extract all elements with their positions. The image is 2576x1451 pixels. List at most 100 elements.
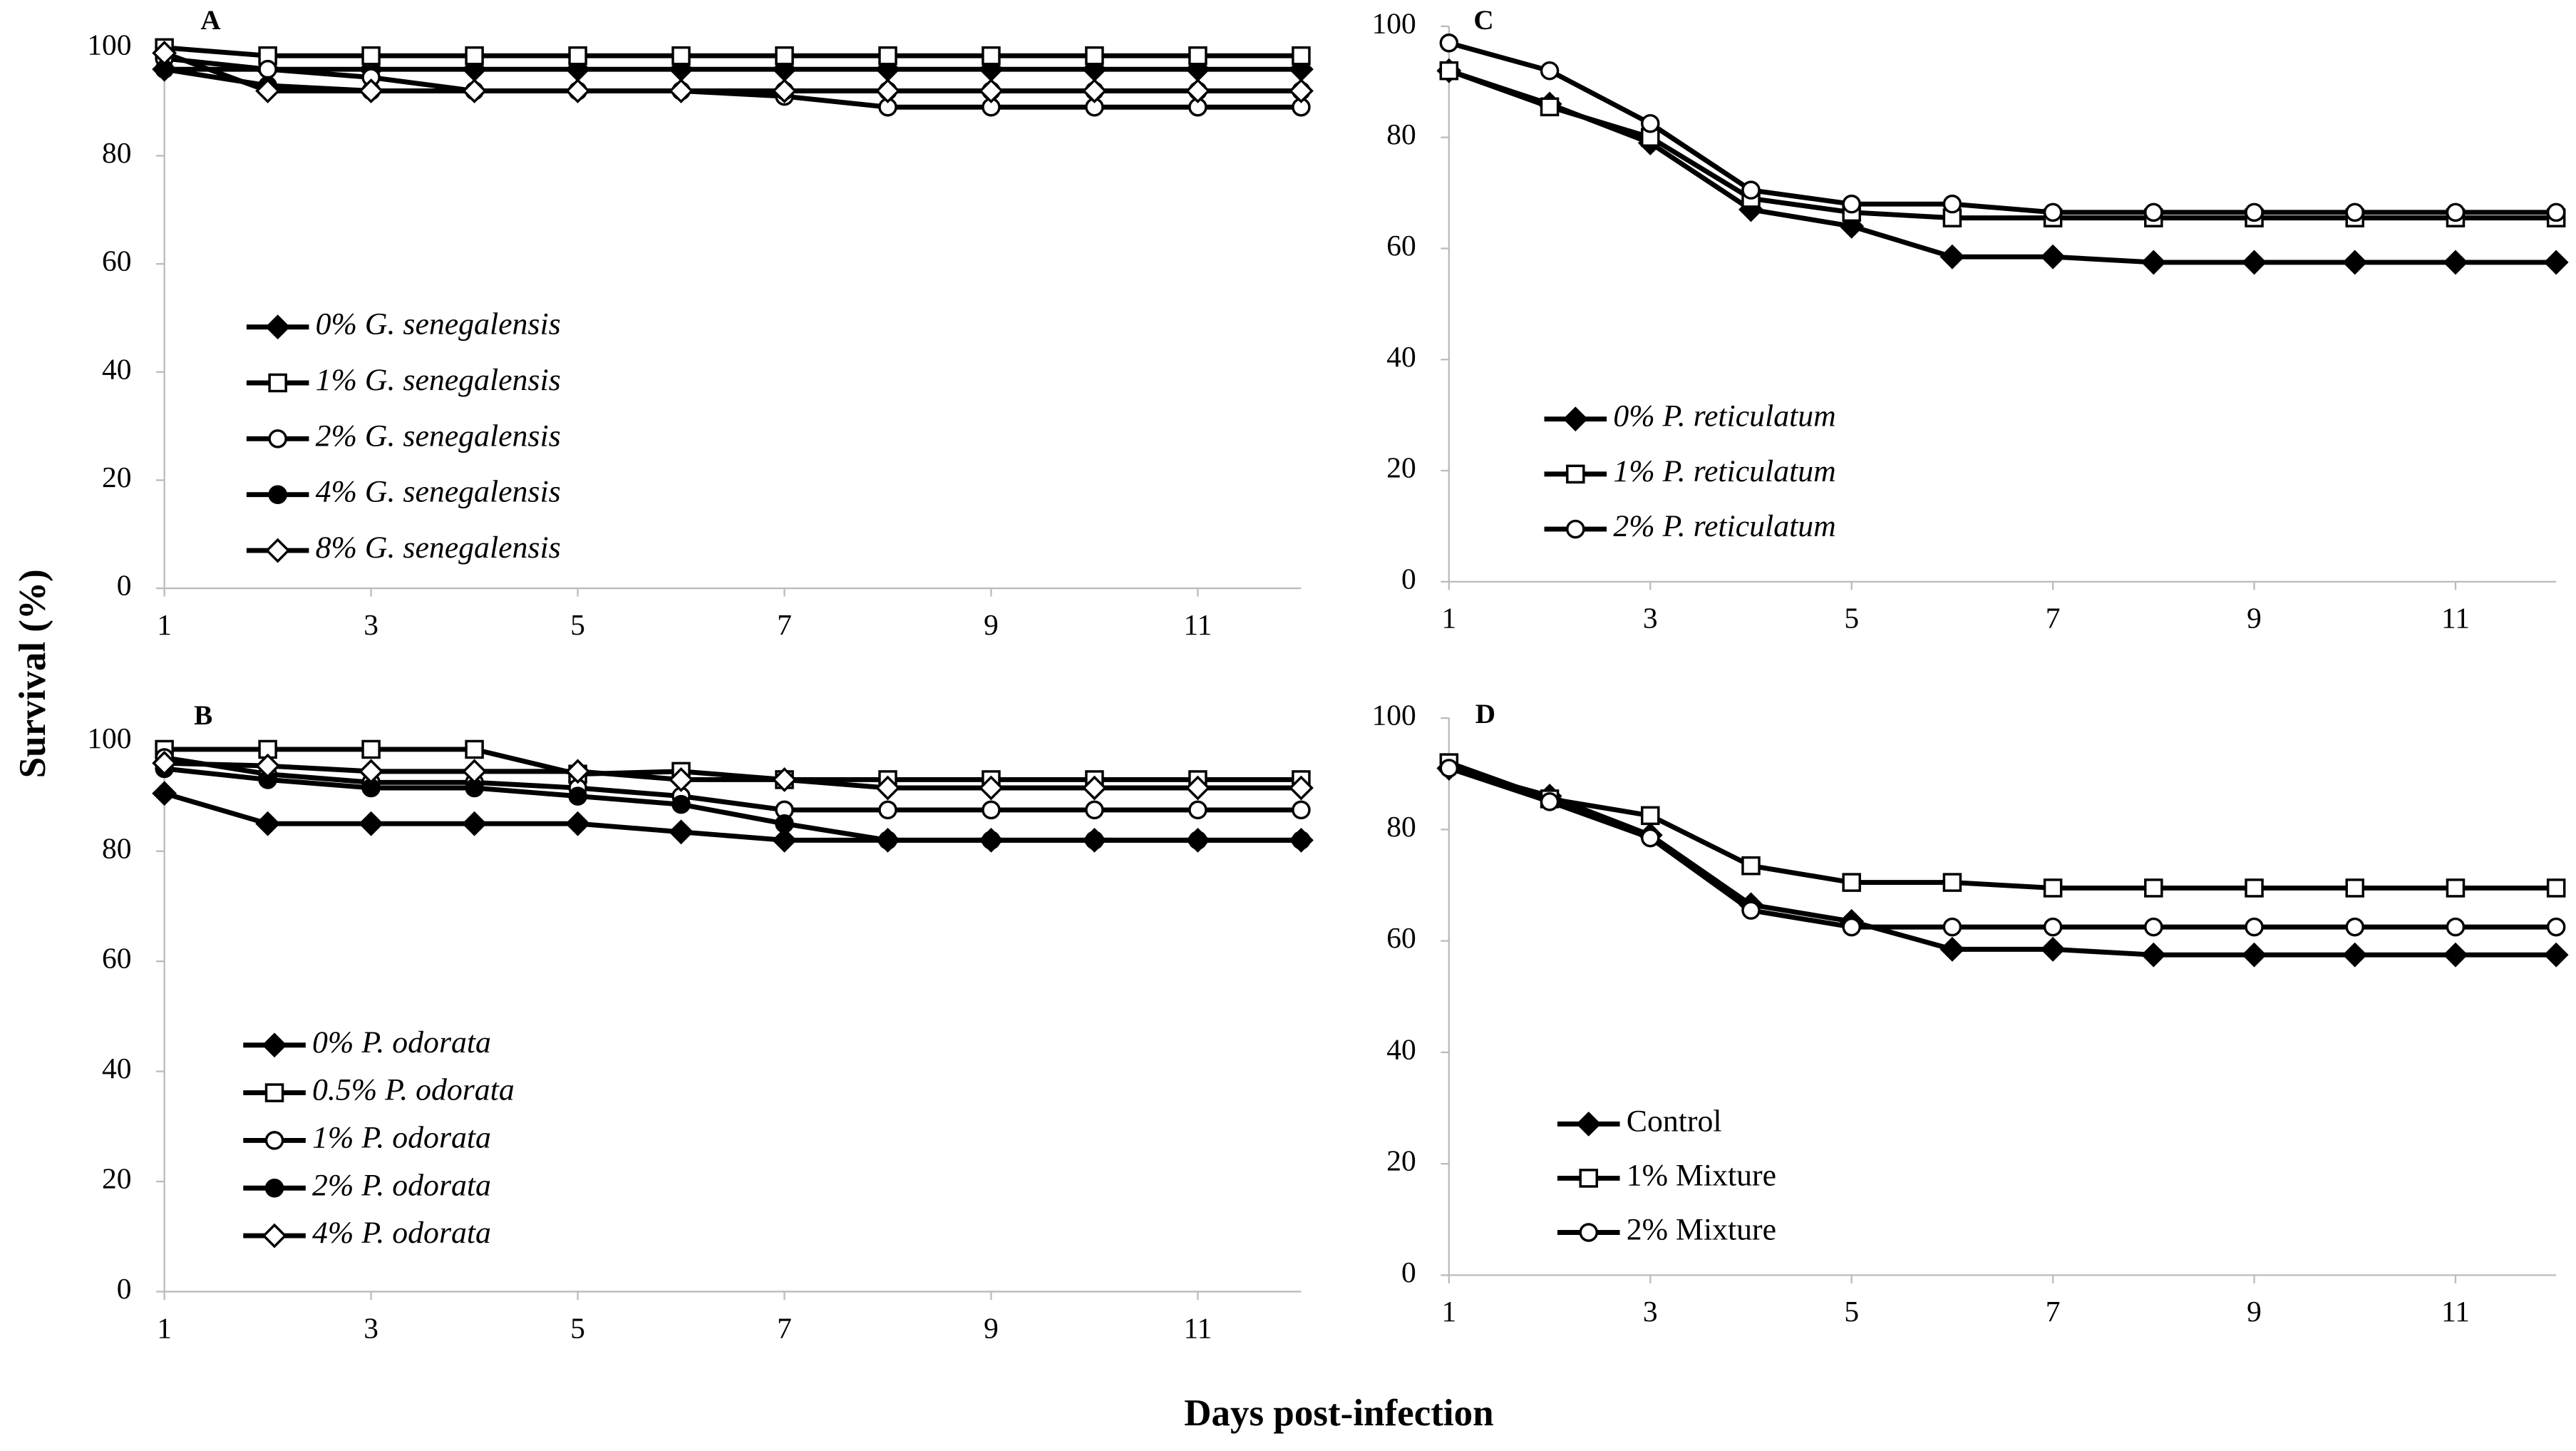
x-axis-label: Days post-infection — [1184, 1393, 1493, 1434]
marker — [1566, 519, 1585, 539]
marker — [268, 373, 287, 393]
x-tick-label: 7 — [777, 1311, 792, 1344]
x-tick-label: 9 — [984, 608, 999, 641]
marker — [1579, 1169, 1599, 1188]
x-tick-label: 7 — [2046, 1295, 2061, 1328]
marker — [268, 429, 287, 448]
y-tick-label: 0 — [1401, 1256, 1416, 1288]
marker — [268, 485, 287, 504]
marker — [669, 78, 694, 103]
legend-label: 0.5% P. odorata — [312, 1073, 515, 1107]
legend-label: 1% P. reticulatum — [1613, 454, 1835, 488]
marker — [1579, 1223, 1599, 1242]
x-tick-label: 3 — [1643, 602, 1658, 635]
marker — [359, 759, 384, 784]
marker — [2546, 878, 2566, 898]
marker — [2245, 878, 2264, 898]
marker — [565, 811, 590, 836]
legend-label: 2% P. reticulatum — [1613, 509, 1835, 543]
x-tick-label: 11 — [2441, 602, 2470, 635]
y-tick-label: 20 — [102, 461, 131, 493]
marker — [255, 753, 281, 779]
marker — [1439, 61, 1459, 81]
marker — [2040, 244, 2066, 270]
marker — [982, 46, 1001, 66]
series-line — [164, 45, 1302, 58]
x-tick-label: 11 — [2441, 1295, 2470, 1328]
series-line — [1448, 766, 2557, 958]
y-tick-label: 60 — [1386, 229, 1416, 262]
marker — [1085, 800, 1104, 820]
marker — [878, 800, 897, 820]
marker — [1562, 406, 1588, 432]
marker — [262, 1032, 287, 1058]
marker — [982, 800, 1001, 820]
legend-label: 2% P. odorata — [312, 1168, 491, 1202]
marker — [1082, 775, 1107, 801]
marker — [2245, 202, 2264, 222]
y-tick-label: 0 — [1401, 562, 1416, 595]
marker — [361, 739, 381, 759]
marker — [1641, 806, 1660, 826]
marker — [2546, 202, 2566, 222]
marker — [875, 78, 900, 103]
marker — [568, 46, 587, 66]
marker — [669, 767, 694, 792]
marker — [1085, 831, 1104, 850]
marker — [979, 775, 1004, 801]
y-tick-label: 20 — [102, 1162, 131, 1195]
series-line — [1448, 68, 2557, 221]
legend-label: 0% P. odorata — [312, 1025, 491, 1060]
marker — [2043, 917, 2063, 937]
series-line — [1448, 68, 2557, 265]
marker — [2242, 250, 2267, 275]
marker — [359, 811, 384, 836]
x-tick-label: 9 — [2247, 1295, 2262, 1328]
marker — [669, 819, 694, 845]
y-tick-label: 100 — [87, 28, 131, 61]
marker — [1082, 78, 1107, 103]
x-tick-label: 5 — [570, 1311, 585, 1344]
legend-label: 2% G. senegalensis — [316, 419, 561, 453]
panel-label: B — [194, 700, 212, 731]
marker — [1641, 828, 1660, 848]
x-tick-label: 5 — [1844, 602, 1859, 635]
y-tick-label: 60 — [102, 942, 131, 975]
marker — [264, 1179, 284, 1198]
marker — [2043, 878, 2063, 898]
marker — [1741, 180, 1761, 200]
marker — [2144, 202, 2163, 222]
x-tick-label: 3 — [1643, 1295, 1658, 1328]
marker — [1842, 194, 1861, 214]
marker — [264, 1083, 284, 1102]
marker — [1540, 792, 1560, 811]
x-tick-label: 11 — [1183, 1311, 1212, 1344]
x-tick-label: 3 — [364, 608, 378, 641]
marker — [1289, 775, 1314, 801]
y-tick-label: 20 — [1386, 1144, 1416, 1177]
marker — [775, 46, 794, 66]
legend-label: 2% Mixture — [1627, 1213, 1776, 1247]
marker — [565, 759, 590, 784]
marker — [1939, 936, 1965, 962]
marker — [1741, 856, 1761, 876]
y-tick-label: 80 — [1386, 118, 1416, 150]
marker — [1188, 800, 1207, 820]
marker — [671, 794, 691, 814]
marker — [2144, 878, 2163, 898]
marker — [361, 46, 381, 66]
marker — [2345, 202, 2365, 222]
marker — [2140, 250, 2166, 275]
series-line — [1448, 760, 2557, 891]
series-line — [164, 766, 1302, 843]
marker — [258, 59, 277, 79]
marker — [1942, 873, 1962, 892]
marker — [462, 78, 487, 103]
y-tick-label: 0 — [117, 1272, 132, 1305]
marker — [1439, 759, 1459, 778]
legend-label: 1% P. odorata — [312, 1120, 491, 1154]
marker — [2443, 250, 2468, 275]
marker — [2546, 917, 2566, 937]
marker — [1641, 113, 1660, 133]
marker — [772, 78, 797, 103]
